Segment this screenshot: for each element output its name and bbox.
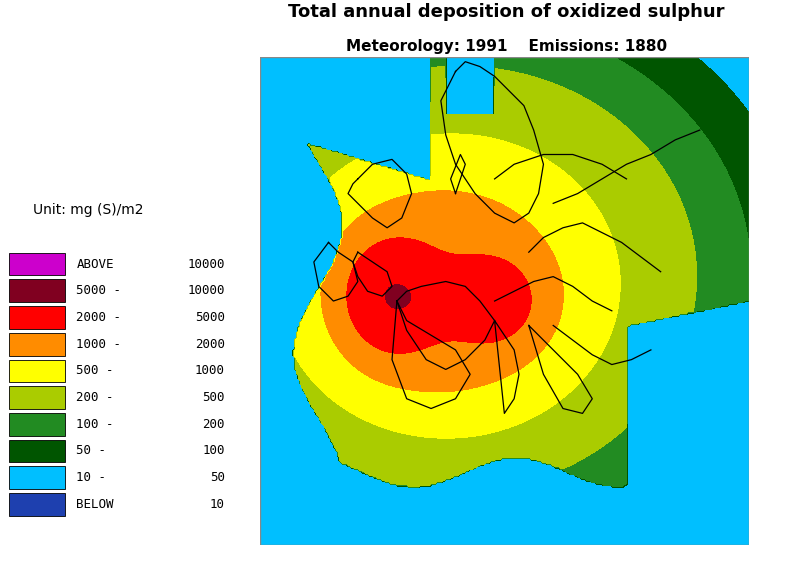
Text: 500 -: 500 -: [76, 365, 114, 377]
Text: Total annual deposition of oxidized sulphur: Total annual deposition of oxidized sulp…: [288, 3, 725, 22]
Bar: [9, 360, 65, 382]
Bar: [9, 386, 65, 409]
Text: 100 -: 100 -: [76, 418, 114, 431]
Text: 2000 -: 2000 -: [76, 311, 122, 324]
Bar: [9, 333, 65, 356]
Bar: [9, 413, 65, 436]
Text: 200: 200: [202, 418, 225, 431]
Bar: [9, 253, 65, 275]
Text: BELOW: BELOW: [76, 498, 114, 511]
Bar: [9, 279, 65, 302]
Text: 10000: 10000: [187, 285, 225, 297]
Text: Unit: mg (S)/m2: Unit: mg (S)/m2: [33, 203, 143, 217]
Text: ABOVE: ABOVE: [76, 258, 114, 270]
Text: 100: 100: [202, 445, 225, 457]
Bar: [9, 306, 65, 329]
Text: 10000: 10000: [187, 258, 225, 270]
Bar: [9, 466, 65, 489]
Text: 200 -: 200 -: [76, 391, 114, 404]
Bar: [9, 440, 65, 462]
Text: 5000 -: 5000 -: [76, 285, 122, 297]
Text: 1000: 1000: [195, 365, 225, 377]
Text: 500: 500: [202, 391, 225, 404]
Text: 2000: 2000: [195, 338, 225, 350]
Text: 10 -: 10 -: [76, 471, 107, 484]
Text: 1000 -: 1000 -: [76, 338, 122, 350]
Bar: [9, 493, 65, 516]
Text: 50 -: 50 -: [76, 445, 107, 457]
Text: Meteorology: 1991    Emissions: 1880: Meteorology: 1991 Emissions: 1880: [345, 39, 667, 54]
Text: 50: 50: [210, 471, 225, 484]
Text: 5000: 5000: [195, 311, 225, 324]
Text: 10: 10: [210, 498, 225, 511]
